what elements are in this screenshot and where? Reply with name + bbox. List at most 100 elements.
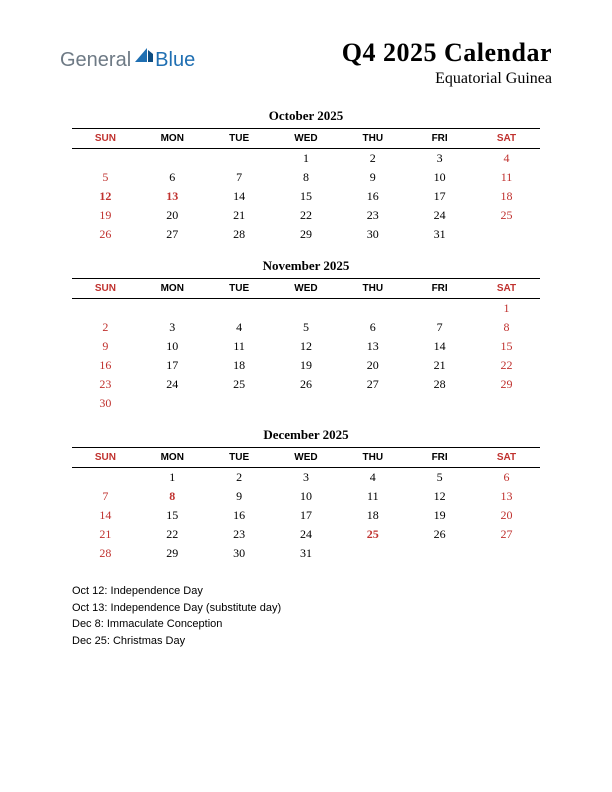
calendar-cell: 7 [72, 487, 139, 506]
calendar-cell: 29 [273, 225, 340, 244]
calendar-cell: 25 [339, 525, 406, 544]
day-header: THU [339, 129, 406, 149]
calendar-cell: 3 [406, 149, 473, 169]
calendar-cell: 19 [406, 506, 473, 525]
day-header: WED [273, 129, 340, 149]
calendar-cell: 8 [273, 168, 340, 187]
calendar-cell: 4 [206, 318, 273, 337]
calendar-cell: 13 [139, 187, 206, 206]
calendar-cell: 17 [406, 187, 473, 206]
calendar-cell: 1 [139, 468, 206, 488]
calendar-cell: 5 [72, 168, 139, 187]
calendar-cell: 1 [273, 149, 340, 169]
calendar-cell: 19 [72, 206, 139, 225]
calendar-cell: 28 [206, 225, 273, 244]
calendar-row: 2345678 [72, 318, 540, 337]
day-header: FRI [406, 448, 473, 468]
calendar-cell: 15 [273, 187, 340, 206]
calendar-cell [339, 544, 406, 563]
calendar-cell: 18 [339, 506, 406, 525]
day-header: TUE [206, 279, 273, 299]
calendar-cell: 12 [273, 337, 340, 356]
calendar-cell: 27 [339, 375, 406, 394]
calendar-cell: 25 [206, 375, 273, 394]
calendar-cell: 18 [473, 187, 540, 206]
calendar-cell: 17 [139, 356, 206, 375]
month-block: October 2025SUNMONTUEWEDTHUFRISAT1234567… [72, 108, 540, 244]
day-header: TUE [206, 129, 273, 149]
calendar-cell: 8 [473, 318, 540, 337]
calendar-cell [139, 149, 206, 169]
calendar-table: SUNMONTUEWEDTHUFRISAT1234567891011121314… [72, 128, 540, 244]
day-header: MON [139, 279, 206, 299]
header: General Blue Q4 2025 Calendar Equatorial… [0, 0, 612, 88]
calendar-cell: 20 [339, 356, 406, 375]
calendar-cell: 2 [72, 318, 139, 337]
calendar-cell: 27 [139, 225, 206, 244]
month-title: December 2025 [72, 427, 540, 447]
calendar-row: 16171819202122 [72, 356, 540, 375]
day-header: SUN [72, 279, 139, 299]
calendar-cell: 5 [406, 468, 473, 488]
holiday-item: Oct 12: Independence Day [72, 583, 540, 600]
calendar-cell: 16 [206, 506, 273, 525]
calendar-cell: 12 [406, 487, 473, 506]
month-title: November 2025 [72, 258, 540, 278]
calendar-cell: 10 [406, 168, 473, 187]
calendar-cell: 21 [206, 206, 273, 225]
calendar-cell [473, 225, 540, 244]
holiday-item: Dec 8: Immaculate Conception [72, 616, 540, 633]
day-header: THU [339, 279, 406, 299]
calendar-cell: 14 [206, 187, 273, 206]
calendar-cell: 3 [273, 468, 340, 488]
calendar-cell: 28 [72, 544, 139, 563]
logo-text-general: General [60, 49, 131, 72]
day-header: MON [139, 129, 206, 149]
day-header: SAT [473, 129, 540, 149]
page-subtitle: Equatorial Guinea [342, 70, 552, 88]
calendar-cell: 26 [406, 525, 473, 544]
calendar-row: 28293031 [72, 544, 540, 563]
calendar-cell [473, 544, 540, 563]
calendar-cell [339, 299, 406, 319]
calendar-row: 19202122232425 [72, 206, 540, 225]
day-header: FRI [406, 129, 473, 149]
calendar-cell: 29 [139, 544, 206, 563]
calendar-cell [273, 394, 340, 413]
calendar-cell: 6 [339, 318, 406, 337]
calendar-cell: 29 [473, 375, 540, 394]
calendar-cell: 28 [406, 375, 473, 394]
calendar-cell: 22 [273, 206, 340, 225]
logo-text-blue: Blue [155, 49, 195, 72]
logo: General Blue [60, 46, 195, 75]
calendar-row: 21222324252627 [72, 525, 540, 544]
calendar-cell: 23 [339, 206, 406, 225]
calendar-cell: 23 [72, 375, 139, 394]
holiday-item: Dec 25: Christmas Day [72, 633, 540, 650]
calendar-cell: 22 [473, 356, 540, 375]
calendar-cell: 24 [406, 206, 473, 225]
title-block: Q4 2025 Calendar Equatorial Guinea [342, 38, 552, 88]
calendars-container: October 2025SUNMONTUEWEDTHUFRISAT1234567… [0, 88, 612, 563]
calendar-row: 123456 [72, 468, 540, 488]
day-header: TUE [206, 448, 273, 468]
day-header: SUN [72, 448, 139, 468]
calendar-cell: 26 [72, 225, 139, 244]
calendar-cell [139, 299, 206, 319]
calendar-cell: 2 [339, 149, 406, 169]
calendar-cell [339, 394, 406, 413]
day-header: FRI [406, 279, 473, 299]
calendar-cell: 31 [273, 544, 340, 563]
calendar-cell [406, 394, 473, 413]
calendar-cell [406, 299, 473, 319]
calendar-cell: 13 [339, 337, 406, 356]
calendar-cell: 30 [206, 544, 273, 563]
calendar-cell: 12 [72, 187, 139, 206]
calendar-cell [273, 299, 340, 319]
holidays-list: Oct 12: Independence DayOct 13: Independ… [0, 577, 612, 649]
month-title: October 2025 [72, 108, 540, 128]
calendar-row: 30 [72, 394, 540, 413]
calendar-cell: 4 [339, 468, 406, 488]
calendar-cell [406, 544, 473, 563]
calendar-cell: 15 [139, 506, 206, 525]
